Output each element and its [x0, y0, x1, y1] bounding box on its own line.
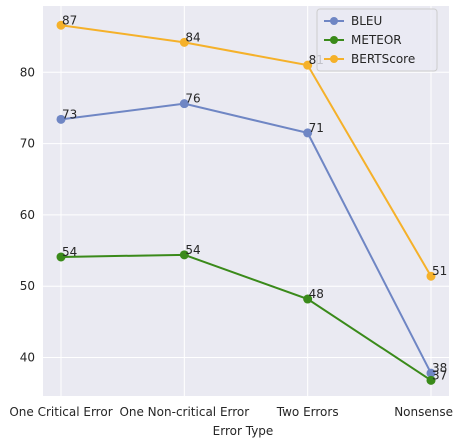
y-tick-label: 80: [20, 65, 35, 79]
data-label-bleu: 73: [62, 107, 77, 121]
y-tick-label: 40: [20, 350, 35, 364]
x-tick-label: Two Errors: [276, 405, 339, 419]
data-label-bertscore: 51: [432, 264, 447, 278]
x-tick-labels: One Critical Error One Non-critical Error…: [9, 405, 453, 419]
data-point-meteor: [56, 252, 66, 262]
data-label-meteor: 54: [185, 243, 200, 257]
x-tick-label: One Critical Error: [9, 405, 112, 419]
data-point-bertscore: [56, 20, 66, 30]
legend-swatch-marker: [330, 36, 338, 44]
y-tick-labels: 40 50 60 70 80: [20, 65, 35, 364]
data-point-bleu: [179, 99, 189, 109]
data-label-bleu: 38: [432, 361, 447, 375]
data-point-bleu: [426, 368, 436, 378]
data-label-meteor: 37: [432, 368, 447, 382]
data-point-bertscore: [303, 60, 313, 70]
x-axis-label: Error Type: [213, 424, 274, 438]
y-tick-label: 60: [20, 208, 35, 222]
x-tick-label: Nonsense: [394, 405, 453, 419]
series-line-bertscore: [60, 24, 432, 277]
legend-box: [316, 8, 438, 72]
series-layer: [56, 20, 436, 385]
data-point-bertscore: [179, 37, 189, 47]
data-label-bertscore: 87: [62, 13, 77, 27]
legend-swatch-marker: [330, 17, 338, 25]
legend-entry-bleu: BLEU: [351, 14, 382, 28]
series-line-bleu: [60, 102, 432, 374]
legend-entry-bertscore: BERTScore: [351, 52, 415, 66]
data-point-meteor: [179, 250, 189, 260]
legend: BLEU METEOR BERTScore: [316, 8, 438, 72]
data-label-bleu: 76: [185, 92, 200, 106]
x-tick-label: One Non-critical Error: [119, 405, 249, 419]
y-tick-label: 50: [20, 279, 35, 293]
data-label-bleu: 71: [309, 121, 324, 135]
data-point-meteor: [426, 375, 436, 385]
y-tick-label: 70: [20, 137, 35, 151]
legend-swatch-marker: [330, 55, 338, 63]
data-point-meteor: [303, 294, 313, 304]
data-label-meteor: 54: [62, 245, 77, 259]
data-label-meteor: 48: [309, 287, 324, 301]
data-point-bleu: [303, 128, 313, 138]
data-point-bleu: [56, 114, 66, 124]
data-label-bertscore: 84: [185, 30, 200, 44]
legend-entry-meteor: METEOR: [351, 33, 402, 47]
series-line-meteor: [60, 253, 432, 382]
data-point-bertscore: [426, 271, 436, 281]
